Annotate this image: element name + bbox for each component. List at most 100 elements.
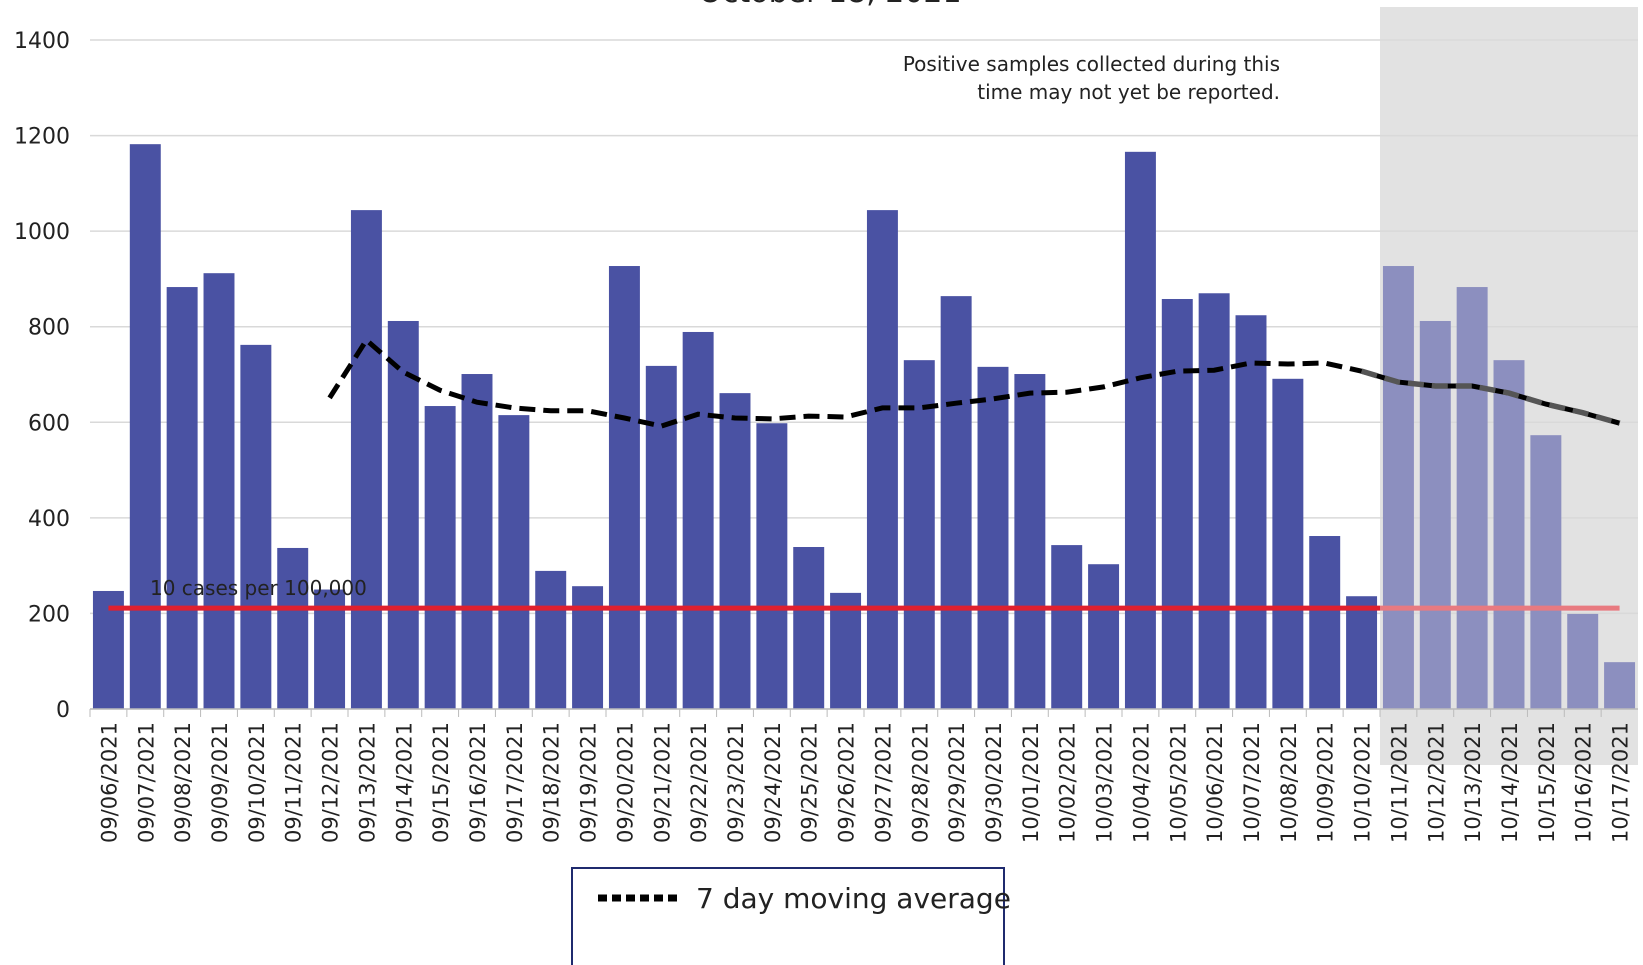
x-tick-label: 09/19/2021 xyxy=(577,722,601,843)
bar xyxy=(1272,378,1304,709)
x-tick-label: 10/01/2021 xyxy=(1019,722,1043,843)
bar xyxy=(240,344,272,709)
x-tick-label: 09/27/2021 xyxy=(871,722,895,843)
bar xyxy=(535,570,567,709)
x-tick-label: 09/11/2021 xyxy=(282,722,306,843)
x-tick-label: 10/04/2021 xyxy=(1129,722,1153,843)
y-tick-label: 200 xyxy=(28,602,70,627)
x-tick-label: 09/06/2021 xyxy=(97,722,121,843)
annotation: time may not yet be reported. xyxy=(977,80,1280,104)
bar xyxy=(387,320,419,709)
x-tick-label: 09/23/2021 xyxy=(724,722,748,843)
x-tick-label: 10/10/2021 xyxy=(1351,722,1375,843)
x-tick-label: 09/16/2021 xyxy=(466,722,490,843)
bar xyxy=(461,374,493,709)
bar xyxy=(1346,596,1378,709)
bar xyxy=(1493,360,1525,709)
bar xyxy=(1382,266,1414,709)
x-tick-label: 09/30/2021 xyxy=(982,722,1006,843)
bar xyxy=(1530,435,1562,709)
bar xyxy=(277,547,309,709)
x-tick-label: 09/15/2021 xyxy=(429,722,453,843)
x-tick-label: 09/10/2021 xyxy=(245,722,269,843)
x-tick-label: 09/13/2021 xyxy=(355,722,379,843)
x-tick-label: 10/02/2021 xyxy=(1056,722,1080,843)
y-tick-label: 1200 xyxy=(14,125,70,150)
x-tick-label: 09/26/2021 xyxy=(835,722,859,843)
x-tick-label: 10/12/2021 xyxy=(1424,722,1448,843)
x-tick-label: 09/09/2021 xyxy=(208,722,232,843)
legend-box xyxy=(571,867,1005,965)
x-tick-label: 09/17/2021 xyxy=(503,722,527,843)
bar xyxy=(903,360,935,709)
bar xyxy=(1161,298,1193,709)
bar xyxy=(1051,545,1083,709)
chart-title: October 18, 2021 xyxy=(698,0,961,10)
y-tick-label: 800 xyxy=(28,316,70,341)
bar xyxy=(1567,613,1599,709)
x-tick-label: 09/22/2021 xyxy=(687,722,711,843)
moving-average-provisional xyxy=(1360,368,1621,426)
y-tick-label: 1000 xyxy=(14,220,70,245)
x-tick-label: 09/12/2021 xyxy=(319,722,343,843)
bar xyxy=(1124,151,1156,709)
x-tick-label: 09/07/2021 xyxy=(134,722,158,843)
x-tick-label: 09/25/2021 xyxy=(798,722,822,843)
x-tick-label: 10/17/2021 xyxy=(1609,722,1633,843)
legend: 7 day moving average xyxy=(571,867,1011,965)
bar xyxy=(866,210,898,710)
x-tick-label: 10/11/2021 xyxy=(1387,722,1411,843)
bar xyxy=(608,266,640,709)
bar xyxy=(682,331,714,709)
x-tick-label: 10/15/2021 xyxy=(1535,722,1559,843)
x-tick-label: 10/09/2021 xyxy=(1314,722,1338,843)
bar xyxy=(166,287,198,709)
bar xyxy=(424,406,456,709)
bar xyxy=(1198,293,1230,709)
y-tick-label: 600 xyxy=(28,411,70,436)
x-tick-label: 09/18/2021 xyxy=(540,722,564,843)
x-tick-label: 09/14/2021 xyxy=(392,722,416,843)
bar xyxy=(977,366,1009,709)
bar xyxy=(756,423,788,709)
bar xyxy=(793,547,825,709)
x-tick-label: 09/08/2021 xyxy=(171,722,195,843)
x-tick-label: 09/28/2021 xyxy=(908,722,932,843)
bar xyxy=(1309,536,1341,709)
x-tick-label: 10/05/2021 xyxy=(1166,722,1190,843)
x-tick-label: 10/03/2021 xyxy=(1093,722,1117,843)
reference-label: 10 cases per 100,000 xyxy=(150,576,367,600)
bar xyxy=(645,365,677,709)
bar xyxy=(1235,315,1267,709)
bar xyxy=(203,273,235,709)
bar xyxy=(1088,564,1120,709)
bar xyxy=(1604,662,1636,709)
annotation: Positive samples collected during this xyxy=(903,52,1280,76)
x-tick-label: 10/08/2021 xyxy=(1277,722,1301,843)
bar xyxy=(1456,287,1488,709)
bar xyxy=(350,210,382,710)
x-tick-label: 10/07/2021 xyxy=(1240,722,1264,843)
bar xyxy=(1014,374,1046,709)
bar xyxy=(1419,320,1451,709)
y-tick-label: 400 xyxy=(28,507,70,532)
bar xyxy=(940,296,972,709)
bar xyxy=(830,592,862,709)
legend-label: 7 day moving average xyxy=(696,882,1011,915)
x-tick-label: 10/14/2021 xyxy=(1498,722,1522,843)
x-tick-label: 09/20/2021 xyxy=(613,722,637,843)
moving-average-line xyxy=(327,336,1621,429)
x-tick-label: 10/13/2021 xyxy=(1461,722,1485,843)
bar xyxy=(129,144,161,709)
y-tick-label: 0 xyxy=(56,698,70,723)
bar xyxy=(498,415,530,709)
x-tick-label: 09/21/2021 xyxy=(650,722,674,843)
x-tick-label: 09/29/2021 xyxy=(945,722,969,843)
bar xyxy=(572,586,604,709)
bar xyxy=(719,393,751,709)
x-tick-label: 09/24/2021 xyxy=(761,722,785,843)
x-tick-label: 10/06/2021 xyxy=(1203,722,1227,843)
y-tick-label: 1400 xyxy=(14,29,70,54)
x-tick-label: 10/16/2021 xyxy=(1572,722,1596,843)
